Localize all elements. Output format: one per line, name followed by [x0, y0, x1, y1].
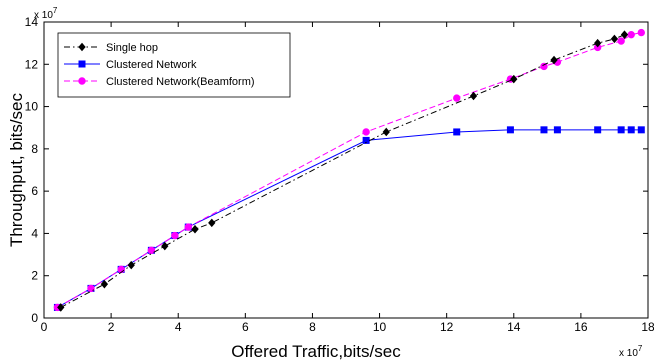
series-single-hop — [57, 30, 629, 312]
x-tick-label: 16 — [574, 320, 588, 334]
data-point — [506, 126, 514, 134]
y-tick-label: 4 — [31, 226, 38, 240]
series-layer — [53, 28, 645, 312]
y-tick-label: 12 — [25, 57, 39, 71]
legend-swatch-marker — [78, 77, 86, 85]
data-point — [617, 126, 625, 134]
data-point — [453, 128, 461, 136]
data-point — [510, 74, 518, 84]
x-tick-label: 0 — [41, 320, 48, 334]
data-point — [117, 265, 125, 274]
legend-label: Clustered Network — [106, 59, 197, 71]
data-point — [637, 28, 645, 37]
data-point — [627, 126, 635, 134]
legend-item: Single hop — [64, 42, 158, 54]
legend-item: Clustered Network — [64, 59, 197, 71]
y-axis-label: Throughput, bits/sec — [7, 92, 26, 247]
data-point — [147, 246, 156, 255]
x-tick-label: 10 — [373, 320, 387, 334]
x-tick-label: 12 — [440, 320, 454, 334]
data-point — [208, 218, 216, 228]
data-point — [594, 38, 602, 48]
legend-label: Clustered Network(Beamform) — [106, 76, 255, 88]
legend-item: Clustered Network(Beamform) — [64, 76, 255, 88]
y-tick-label: 8 — [31, 142, 38, 156]
y-axis-ticks: 0 2 4 6 8 10 12 14 — [25, 15, 648, 325]
data-point — [362, 128, 370, 136]
legend-box — [57, 32, 291, 98]
x-tick-label: 4 — [175, 320, 182, 334]
data-point — [540, 62, 548, 71]
data-point — [100, 279, 109, 289]
y-tick-label: 10 — [25, 100, 39, 114]
legend-swatch-marker — [78, 42, 86, 52]
x-multiplier: x 107 — [619, 344, 643, 359]
data-point — [620, 30, 629, 39]
data-point — [161, 241, 169, 251]
data-point — [550, 55, 558, 65]
legend: Single hop Clustered Network Clustered Net… — [57, 32, 291, 98]
legend-label: Single hop — [106, 42, 158, 54]
data-point — [610, 34, 619, 44]
y-tick-label: 2 — [31, 269, 38, 283]
data-point — [57, 303, 65, 312]
data-point — [617, 37, 625, 45]
x-axis-ticks: 0 2 4 6 8 10 12 14 16 18 — [41, 22, 654, 334]
x-axis-label: Offered Traffic,bits/sec — [231, 342, 401, 361]
data-point — [453, 94, 461, 102]
x-tick-label: 14 — [507, 320, 521, 334]
data-point — [171, 231, 179, 240]
data-point — [469, 91, 478, 101]
data-point — [184, 223, 192, 231]
data-point — [382, 127, 390, 137]
data-point — [594, 126, 602, 134]
x-tick-label: 18 — [641, 320, 654, 334]
y-tick-label: 14 — [25, 15, 39, 29]
data-point — [637, 126, 645, 134]
x-tick-label: 2 — [108, 320, 115, 334]
data-point — [553, 126, 561, 134]
y-tick-label: 6 — [31, 184, 38, 198]
y-multiplier: x 107 — [34, 6, 58, 21]
legend-swatch-marker — [78, 60, 86, 68]
data-point — [540, 126, 548, 134]
x-tick-label: 6 — [242, 320, 249, 334]
x-tick-label: 8 — [309, 320, 316, 334]
data-point — [627, 30, 635, 39]
y-tick-label: 0 — [31, 311, 38, 325]
data-point — [191, 224, 199, 234]
data-point — [127, 260, 135, 270]
